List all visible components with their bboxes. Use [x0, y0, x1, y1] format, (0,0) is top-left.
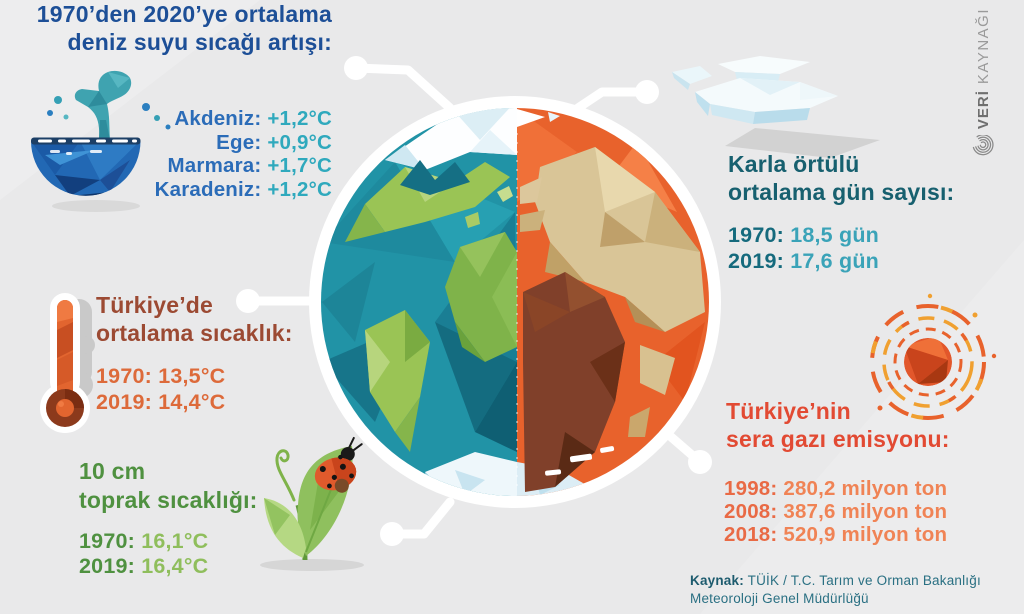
snow-days-row-2019: 2019: 17,6 gün [728, 248, 880, 273]
snow-days-values: 1970: 18,5 gün 2019: 17,6 gün [728, 223, 879, 274]
air-temp-title: Türkiye’de ortalama sıcaklık: [96, 292, 293, 346]
sea-temp-row-akdeniz: Akdeniz: +1,2°C [174, 107, 332, 130]
emissions-row-2018: 2018: 520,9 milyon ton [724, 523, 948, 546]
emissions-title: Türkiye’nin sera gazı emisyonu: [726, 398, 950, 452]
soil-temp-row-2019: 2019: 16,4°C [79, 553, 209, 578]
emissions-values: 1998: 280,2 milyon ton 2008: 387,6 milyo… [724, 477, 947, 546]
connector-nodes [236, 56, 712, 546]
connector-lines [243, 63, 705, 539]
sea-temp-row-marmara: Marmara: +1,7°C [167, 154, 332, 177]
emissions-row-1998: 1998: 280,2 milyon ton [724, 477, 948, 500]
thermometer-icon [40, 293, 95, 433]
sea-temp-row-karadeniz: Karadeniz: +1,2°C [154, 177, 332, 201]
source-line1: Kaynak: TÜİK / T.C. Tarım ve Orman Bakan… [690, 573, 981, 588]
logo-text-bold: VERİ [974, 90, 992, 130]
plant-ladybug-icon [260, 436, 364, 571]
snow-days-row-1970: 1970: 18,5 gün [728, 223, 880, 247]
air-temp-row-1970: 1970: 13,5°C [96, 364, 226, 388]
air-temp-row-2019: 2019: 14,4°C [96, 389, 226, 414]
source-line2: Meteoroloji Genel Müdürlüğü [690, 590, 869, 606]
sea-temp-title-line2: deniz suyu sıcağı artışı: [67, 29, 332, 55]
sun-icon [870, 293, 997, 420]
sea-temp-title: 1970’den 2020’ye ortalama deniz suyu sıc… [0, 0, 332, 56]
iceberg-icon [672, 56, 880, 158]
soil-temp-row-1970: 1970: 16,1°C [79, 529, 209, 553]
sea-temp-values: Akdeniz: +1,2°C Ege: +0,9°C Marmara: +1,… [0, 107, 332, 201]
source-note: Kaynak: TÜİK / T.C. Tarım ve Orman Bakan… [690, 572, 981, 607]
veri-kaynagi-logo: VERİ KAYNAĞI [962, 8, 1004, 158]
sea-temp-title-line1: 1970’den 2020’ye ortalama [36, 1, 332, 27]
emissions-row-2008: 2008: 387,6 milyon ton [724, 500, 948, 523]
sea-temp-row-ege: Ege: +0,9°C [216, 130, 332, 154]
soil-temp-title: 10 cm toprak sıcaklığı: [79, 458, 258, 513]
air-temp-values: 1970: 13,5°C 2019: 14,4°C [96, 364, 225, 415]
ripple-arcs-icon [972, 135, 994, 156]
logo-text-light: KAYNAĞI [974, 8, 992, 85]
whale-tail-in-water-icon [31, 70, 171, 212]
soil-temp-values: 1970: 16,1°C 2019: 16,4°C [79, 529, 208, 578]
globe-illustration [309, 96, 721, 508]
snow-days-title: Karla örtülü ortalama gün sayısı: [728, 151, 955, 205]
